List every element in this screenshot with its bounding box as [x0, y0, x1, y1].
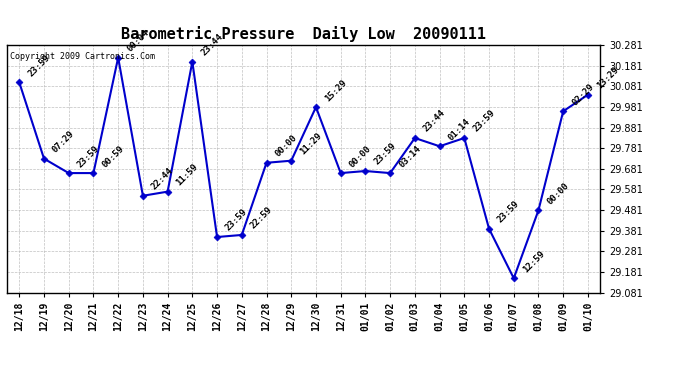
Text: 00:00: 00:00: [273, 133, 299, 159]
Text: 22:44: 22:44: [150, 166, 175, 192]
Text: 00:00: 00:00: [545, 181, 571, 206]
Text: 23:59: 23:59: [26, 53, 52, 78]
Text: 00:59: 00:59: [100, 144, 126, 169]
Text: 00:00: 00:00: [348, 144, 373, 169]
Text: 22:59: 22:59: [248, 206, 274, 231]
Text: 23:44: 23:44: [422, 108, 447, 134]
Text: 00:04: 00:04: [125, 28, 150, 53]
Text: 11:59: 11:59: [175, 162, 200, 188]
Text: 07:29: 07:29: [51, 129, 77, 154]
Text: 13:29: 13:29: [595, 65, 620, 90]
Text: 12:59: 12:59: [521, 249, 546, 274]
Text: 23:59: 23:59: [471, 108, 497, 134]
Text: 23:59: 23:59: [224, 207, 249, 233]
Text: 01:14: 01:14: [446, 117, 472, 142]
Text: 11:29: 11:29: [298, 131, 324, 156]
Text: 03:14: 03:14: [397, 144, 422, 169]
Text: 23:59: 23:59: [496, 199, 522, 225]
Text: 23:44: 23:44: [199, 32, 225, 57]
Text: 15:29: 15:29: [323, 78, 348, 103]
Text: 02:29: 02:29: [570, 82, 595, 107]
Text: 23:59: 23:59: [373, 141, 397, 167]
Text: 23:59: 23:59: [76, 144, 101, 169]
Text: Copyright 2009 Cartronics.Com: Copyright 2009 Cartronics.Com: [10, 53, 155, 62]
Title: Barometric Pressure  Daily Low  20090111: Barometric Pressure Daily Low 20090111: [121, 27, 486, 42]
